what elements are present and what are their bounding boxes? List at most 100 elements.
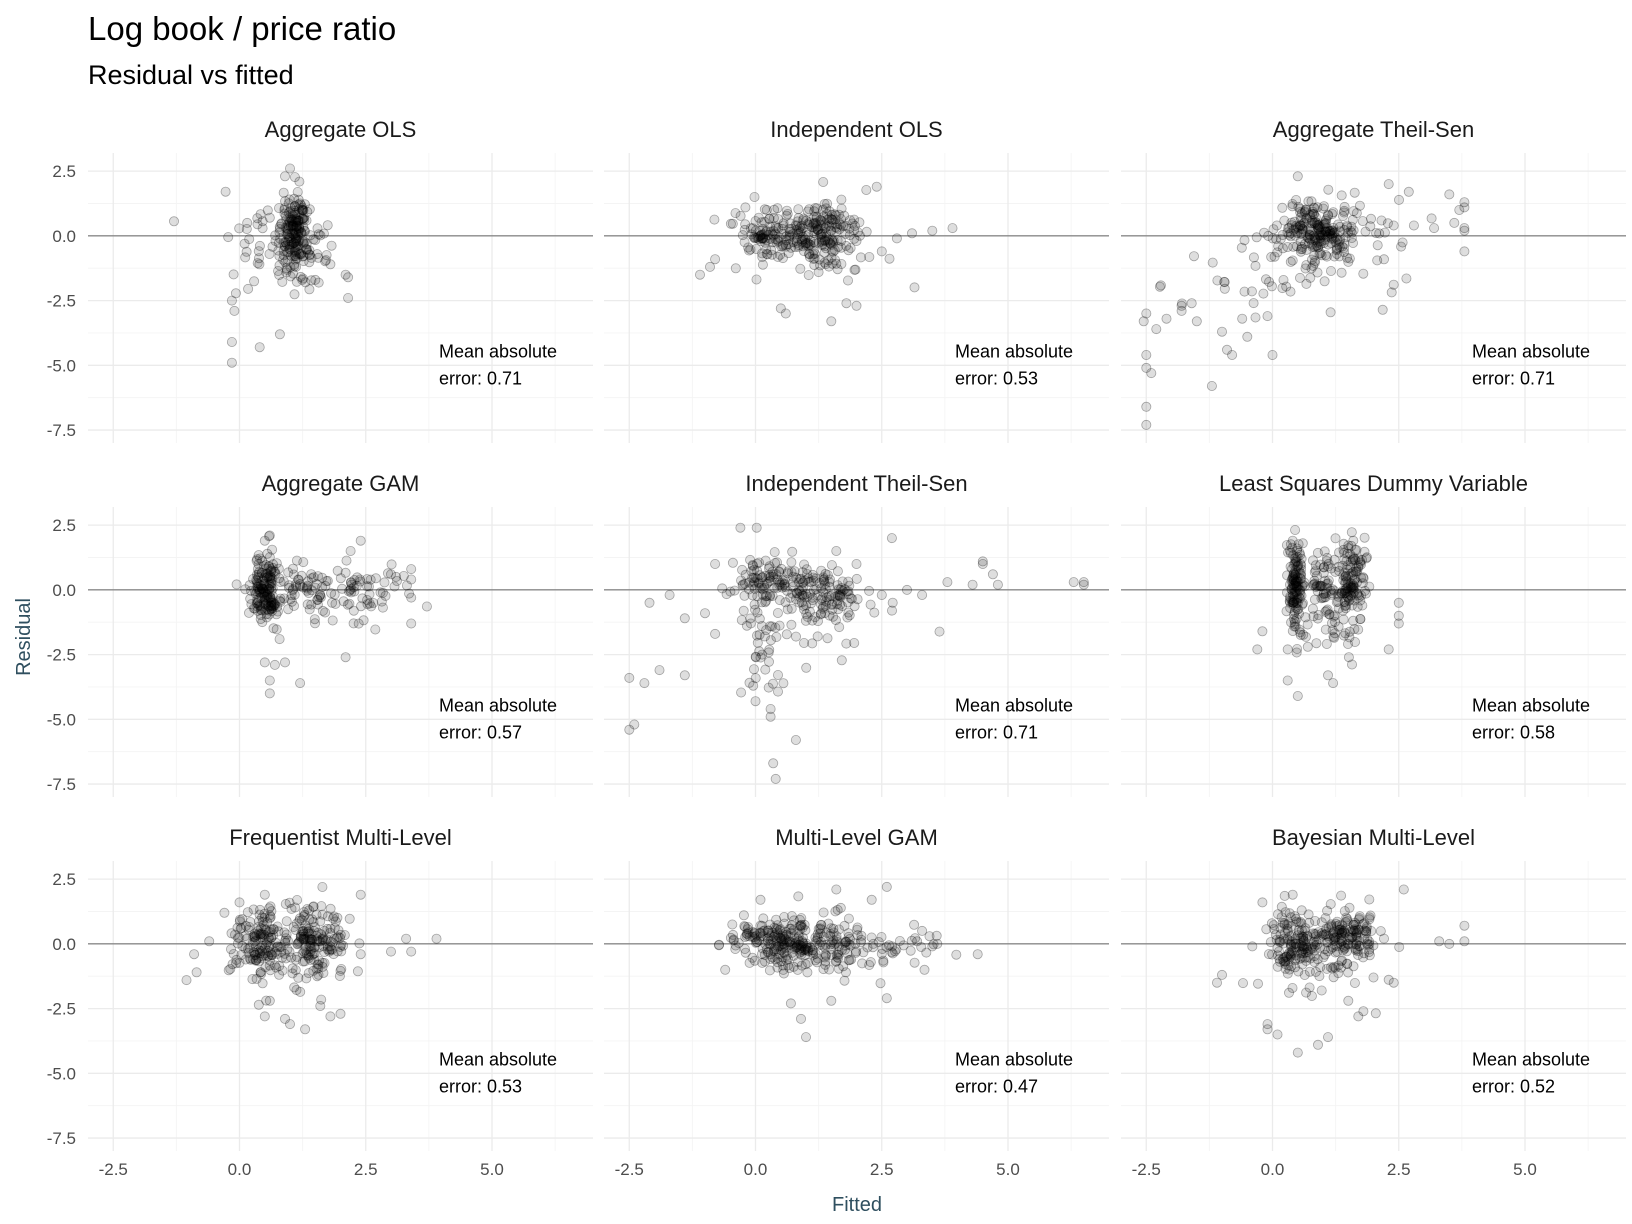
scatter-point (1307, 254, 1318, 265)
scatter-point (265, 901, 276, 912)
scatter-point (293, 240, 304, 251)
scatter-point (1296, 228, 1307, 239)
scatter-point (1300, 204, 1311, 215)
scatter-point (244, 580, 255, 591)
scatter-point (763, 682, 774, 693)
scatter-point (168, 216, 179, 227)
scatter-point (1300, 238, 1311, 249)
scatter-point (274, 221, 285, 232)
scatter-point (328, 949, 339, 960)
scatter-point (756, 217, 767, 228)
scatter-point (1288, 241, 1299, 252)
scatter-point (746, 229, 757, 240)
scatter-point (1282, 644, 1293, 655)
scatter-point (1273, 909, 1284, 920)
scatter-point (290, 254, 301, 265)
scatter-point (290, 236, 301, 247)
scatter-point (1277, 202, 1288, 213)
scatter-points (231, 530, 432, 699)
scatter-point (1282, 570, 1293, 581)
scatter-point (823, 255, 834, 266)
scatter-point (273, 265, 284, 276)
scatter-point (279, 208, 290, 219)
x-tick-label: 5.0 (480, 1160, 504, 1179)
scatter-point (298, 250, 309, 261)
scatter-point (1301, 213, 1312, 224)
scatter-point (282, 254, 293, 265)
scatter-point (798, 215, 809, 226)
scatter-point (786, 557, 797, 568)
scatter-point (275, 233, 286, 244)
scatter-point (325, 259, 336, 270)
scatter-point (326, 240, 337, 251)
scatter-point (830, 222, 841, 233)
scatter-point (909, 282, 920, 293)
scatter-point (289, 207, 300, 218)
scatter-point (288, 922, 299, 933)
scatter-point (891, 233, 902, 244)
scatter-point (1315, 221, 1326, 232)
scatter-point (881, 881, 892, 892)
scatter-point (294, 223, 305, 234)
scatter-point (827, 214, 838, 225)
scatter-point (822, 208, 833, 219)
scatter-point (784, 230, 795, 241)
scatter-point (766, 245, 777, 256)
scatter-point (1330, 566, 1341, 577)
scatter-points (713, 881, 983, 1043)
scatter-point (780, 308, 791, 319)
scatter-point (264, 675, 275, 686)
scatter-point (773, 670, 784, 681)
scatter-point (763, 229, 774, 240)
scatter-point (798, 241, 809, 252)
scatter-point (1268, 920, 1279, 931)
scatter-point (804, 204, 815, 215)
scatter-point (289, 289, 300, 300)
scatter-point (1444, 189, 1455, 200)
scatter-point (808, 245, 819, 256)
scatter-point (836, 242, 847, 253)
scatter-point (1280, 959, 1291, 970)
scatter-point (257, 216, 268, 227)
scatter-point (1287, 220, 1298, 231)
scatter-point (329, 589, 340, 600)
facet-title: Least Squares Dummy Variable (1219, 471, 1528, 496)
scatter-point (284, 243, 295, 254)
y-tick-label: -2.5 (47, 292, 76, 311)
scatter-point (909, 919, 920, 930)
scatter-point (1301, 244, 1312, 255)
scatter-point (801, 1032, 812, 1043)
scatter-point (284, 212, 295, 223)
scatter-point (296, 204, 307, 215)
scatter-point (1338, 945, 1349, 956)
scatter-point (1297, 223, 1308, 234)
scatter-point (1309, 575, 1320, 586)
scatter-point (1310, 233, 1321, 244)
scatter-point (654, 665, 665, 676)
scatter-point (1287, 535, 1298, 546)
scatter-point (751, 243, 762, 254)
scatter-point (228, 269, 239, 280)
scatter-point (283, 228, 294, 239)
scatter-point (782, 937, 793, 948)
scatter-point (878, 955, 889, 966)
scatter-point (820, 959, 831, 970)
scatter-point (297, 202, 308, 213)
scatter-point (353, 618, 364, 629)
scatter-point (291, 235, 302, 246)
scatter-point (1320, 624, 1331, 635)
scatter-point (273, 237, 284, 248)
scatter-point (1315, 962, 1326, 973)
scatter-point (810, 223, 821, 234)
scatter-point (298, 221, 309, 232)
x-tick-label: 2.5 (870, 1160, 894, 1179)
scatter-point (750, 216, 761, 227)
scatter-point (844, 610, 855, 621)
scatter-point (1307, 603, 1318, 614)
scatter-point (1364, 894, 1375, 905)
scatter-point (793, 212, 804, 223)
scatter-point (854, 217, 865, 228)
scatter-point (1394, 194, 1405, 205)
scatter-point (292, 230, 303, 241)
scatter-point (1151, 324, 1162, 335)
